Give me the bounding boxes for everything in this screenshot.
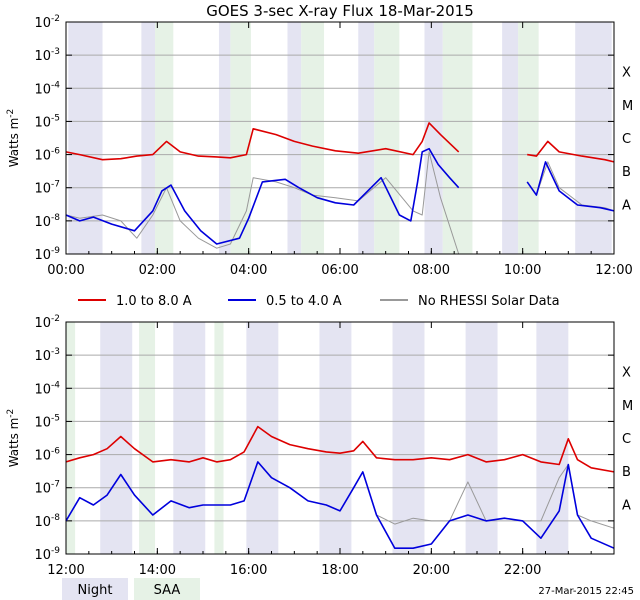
- night-band: [502, 22, 519, 254]
- x-tick-label: 04:00: [230, 263, 267, 278]
- saa-label: SAA: [154, 583, 181, 598]
- x-tick-label: 10:00: [504, 263, 541, 278]
- night-swatch: [62, 578, 128, 600]
- night-band: [173, 322, 206, 554]
- saa-band: [374, 22, 400, 254]
- saa-band: [518, 22, 539, 254]
- y-tick-label: 10-6: [34, 447, 60, 464]
- saa-band: [155, 22, 174, 254]
- night-band: [536, 322, 569, 554]
- goes-class-label: C: [622, 432, 631, 447]
- night-band: [424, 22, 443, 254]
- goes-class-label: A: [622, 198, 631, 213]
- legend-entry: 1.0 to 8.0 A: [78, 294, 192, 309]
- saa-band: [139, 322, 156, 554]
- night-band: [575, 22, 612, 254]
- plot-frame: [65, 21, 615, 255]
- series-line-1: [65, 122, 615, 163]
- series-line-2: [65, 461, 615, 549]
- night-band: [141, 22, 156, 254]
- legend-label: 0.5 to 4.0 A: [266, 294, 342, 309]
- saa-band: [214, 322, 224, 554]
- footer-timestamp: 27-Mar-2015 22:45: [538, 586, 634, 597]
- legend-entry: 0.5 to 4.0 A: [228, 294, 342, 309]
- x-tick-label: 14:00: [139, 563, 176, 578]
- chart-title: GOES 3-sec X-ray Flux 18-Mar-2015: [206, 2, 474, 20]
- saa-band: [301, 22, 325, 254]
- saa-band: [66, 322, 76, 554]
- x-tick-label: 02:00: [139, 263, 176, 278]
- plot-frame: [65, 321, 615, 555]
- y-tick-label: 10-8: [34, 513, 60, 530]
- goes-class-label: B: [622, 165, 631, 180]
- band-legend: Night SAA: [62, 578, 200, 600]
- y-tick-label: 10-2: [34, 14, 60, 31]
- x-tick-label: 20:00: [413, 563, 450, 578]
- y-tick-label: 10-7: [34, 180, 60, 197]
- x-tick-label: 22:00: [504, 563, 541, 578]
- x-tick-label: 08:00: [413, 263, 450, 278]
- x-tick-label: 16:00: [230, 563, 267, 578]
- y-tick-label: 10-9: [34, 546, 60, 563]
- y-tick-label: 10-6: [34, 147, 60, 164]
- goes-class-label: M: [622, 399, 633, 414]
- goes-class-label: X: [622, 66, 631, 81]
- goes-class-label: B: [622, 465, 631, 480]
- legend-entry: No RHESSI Solar Data: [380, 294, 560, 309]
- night-band: [218, 22, 231, 254]
- x-tick-label: 00:00: [47, 263, 84, 278]
- goes-class-label: C: [622, 132, 631, 147]
- x-tick-label: 06:00: [321, 263, 358, 278]
- chart-panel-1: GOES 3-sec X-ray Flux 18-Mar-2015 10-9 10-…: [6, 2, 633, 278]
- series-line-1: [65, 425, 615, 473]
- y-tick-label: 10-7: [34, 480, 60, 497]
- y-tick-label: 10-5: [34, 413, 60, 430]
- y-tick-label: 10-3: [34, 47, 60, 64]
- night-band: [100, 322, 133, 554]
- y-tick-label: 10-4: [34, 80, 60, 97]
- chart-panel-2: 10-9 10-8 10-7 10-6 10-5 10-4 10-3 10-2 Watts m-…: [6, 314, 633, 578]
- y-axis-label: Watts m-2: [6, 409, 21, 468]
- goes-class-label: X: [622, 366, 631, 381]
- series-line-2: [65, 147, 615, 245]
- y-tick-label: 10-8: [34, 213, 60, 230]
- legend-label: 1.0 to 8.0 A: [116, 294, 192, 309]
- x-tick-label: 18:00: [321, 563, 358, 578]
- x-tick-label: 12:00: [47, 563, 84, 578]
- goes-class-label: M: [622, 99, 633, 114]
- night-band: [392, 322, 425, 554]
- night-band: [358, 22, 375, 254]
- saa-swatch: [134, 578, 200, 600]
- legend-label: No RHESSI Solar Data: [418, 294, 560, 309]
- y-tick-label: 10-9: [34, 246, 60, 263]
- goes-class-label: A: [622, 498, 631, 513]
- night-label: Night: [78, 583, 113, 598]
- saa-band: [442, 22, 473, 254]
- y-tick-label: 10-5: [34, 113, 60, 130]
- y-tick-label: 10-3: [34, 347, 60, 364]
- y-tick-label: 10-4: [34, 380, 60, 397]
- y-tick-label: 10-2: [34, 314, 60, 331]
- series-legend: 1.0 to 8.0 A 0.5 to 4.0 A No RHESSI Solar …: [78, 294, 560, 309]
- y-axis-label: Watts m-2: [6, 109, 21, 168]
- night-band: [287, 22, 302, 254]
- x-tick-label: 12:00: [595, 263, 632, 278]
- night-band: [319, 322, 352, 554]
- saa-band: [230, 22, 251, 254]
